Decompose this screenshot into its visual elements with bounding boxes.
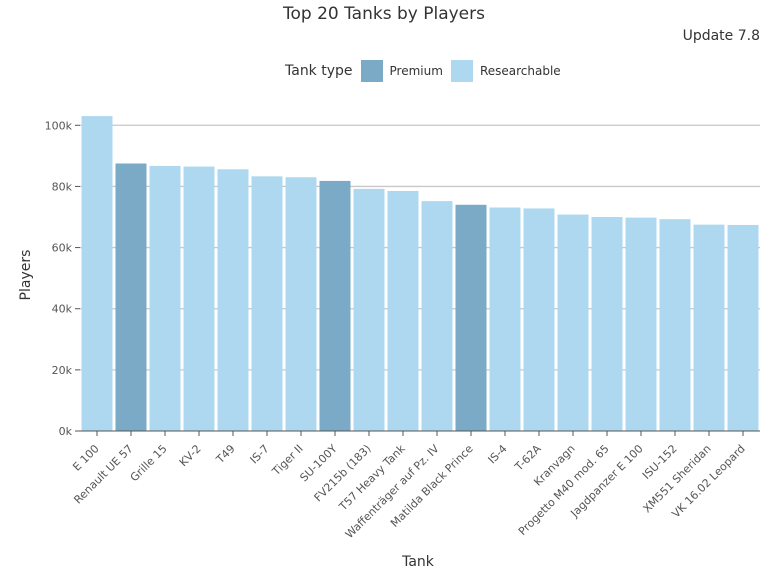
bar[interactable] [319,180,351,431]
bar[interactable] [421,201,453,431]
legend-label-researchable: Researchable [479,64,561,78]
y-tick-label: 100k [45,119,73,132]
bar[interactable] [489,207,521,431]
bar[interactable] [557,214,589,431]
legend: Tank type Premium Researchable [285,60,569,82]
x-tick-label: Renault UE 57 [71,442,135,506]
bar[interactable] [727,224,759,431]
x-tick-label: E 100 [70,442,101,473]
legend-entry-researchable[interactable]: Researchable [450,60,561,82]
x-tick-label: T49 [213,442,238,467]
y-tick-label: 40k [52,303,73,316]
legend-label-premium: Premium [389,64,443,78]
x-tick-label: IS-7 [248,442,272,466]
bar[interactable] [455,204,487,431]
x-tick-label: KV-2 [177,442,204,469]
y-axis-title: Players [18,250,34,301]
legend-entry-premium[interactable]: Premium [360,60,443,82]
bar[interactable] [625,217,657,431]
y-tick-label: 60k [52,242,73,255]
legend-title: Tank type [285,63,353,79]
x-axis-title: Tank [401,554,435,570]
legend-swatch-researchable [450,60,473,82]
y-tick-label: 20k [52,364,73,377]
bar[interactable] [659,219,691,431]
bar[interactable] [251,176,283,431]
bar[interactable] [183,166,215,432]
chart-title: Top 20 Tanks by Players [282,4,485,24]
chart-subtitle: Update 7.8 [682,28,760,44]
bar[interactable] [693,224,725,431]
y-tick-label: 0k [59,425,73,438]
y-tick-label: 80k [52,180,73,193]
bar[interactable] [115,163,147,432]
x-tick-label: Grille 15 [128,442,170,484]
bar[interactable] [217,169,249,431]
x-tick-label: T-62A [512,442,544,474]
legend-swatch-premium [360,60,383,82]
bar[interactable] [591,217,623,431]
bar[interactable] [353,188,385,431]
bar[interactable] [285,177,317,431]
bar[interactable] [81,116,113,431]
bar[interactable] [523,208,555,431]
bar[interactable] [149,165,181,431]
x-tick-label: IS-4 [486,442,510,466]
bar[interactable] [387,191,419,431]
